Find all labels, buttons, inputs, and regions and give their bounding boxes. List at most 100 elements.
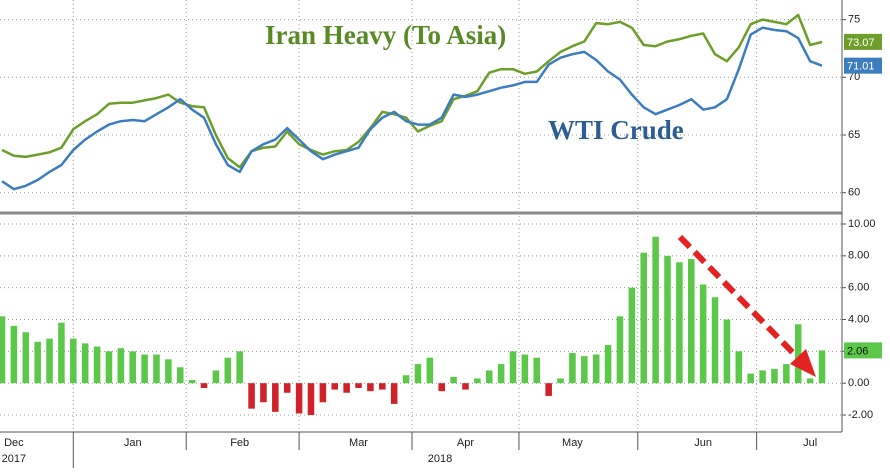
spread-bar bbox=[200, 383, 208, 388]
y-tick-label: 0.00 bbox=[848, 377, 869, 389]
spread-bar bbox=[485, 370, 493, 384]
price-line bbox=[1, 26, 823, 191]
spread-bar bbox=[58, 322, 65, 384]
trend-arrow bbox=[677, 234, 816, 377]
spread-bar bbox=[379, 383, 386, 390]
spread-bar bbox=[307, 383, 315, 416]
spread-bar bbox=[735, 351, 743, 384]
series-annotation: Iran Heavy (To Asia) bbox=[265, 20, 506, 50]
spread-bar bbox=[260, 383, 267, 403]
y-tick-label: 75 bbox=[848, 14, 860, 26]
spread-bar bbox=[46, 338, 53, 384]
spread-bar bbox=[628, 287, 636, 384]
x-tick-label: Dec bbox=[4, 437, 24, 449]
spread-bar bbox=[367, 383, 374, 392]
y-tick-label: 10.00 bbox=[848, 218, 876, 230]
spread-bar bbox=[355, 383, 362, 388]
spread-bar bbox=[414, 364, 422, 384]
x-tick-label: Feb bbox=[230, 437, 249, 449]
spread-bar bbox=[462, 383, 469, 390]
last-value-badge bbox=[844, 33, 882, 50]
spread-bar bbox=[759, 370, 766, 384]
spread-bar bbox=[664, 255, 671, 384]
y-tick-label: 60 bbox=[848, 187, 860, 199]
spread-bar bbox=[450, 376, 457, 384]
spread-bar bbox=[747, 373, 754, 384]
x-tick-label: Mar bbox=[349, 437, 368, 449]
spread-bar bbox=[188, 380, 196, 384]
price-line bbox=[1, 13, 823, 169]
spread-bar bbox=[426, 357, 434, 384]
spread-bar bbox=[93, 346, 101, 384]
x-tick-label: Apr bbox=[457, 437, 474, 449]
last-value-badge bbox=[844, 342, 882, 359]
spread-bar bbox=[153, 354, 160, 384]
x-tick-label: Jul bbox=[803, 437, 817, 449]
last-value-label: 71.01 bbox=[847, 61, 875, 73]
spread-bar bbox=[521, 354, 529, 384]
spread-bar bbox=[557, 378, 564, 384]
year-label: 2018 bbox=[428, 453, 452, 465]
series-annotation: WTI Crude bbox=[548, 115, 684, 145]
spread-bar bbox=[0, 316, 6, 384]
y-tick-label: 4.00 bbox=[848, 313, 869, 325]
x-tick-label: May bbox=[562, 437, 583, 449]
spread-bar bbox=[723, 319, 731, 384]
x-tick-label: Jan bbox=[124, 437, 142, 449]
spread-bar bbox=[117, 348, 125, 384]
y-tick-label: 6.00 bbox=[848, 282, 869, 294]
marks bbox=[0, 13, 826, 416]
spread-bar bbox=[652, 236, 659, 384]
spread-bar bbox=[272, 383, 279, 412]
spread-bar bbox=[141, 354, 148, 384]
spread-bar bbox=[533, 357, 541, 384]
spread-bar bbox=[22, 332, 30, 384]
spread-bar bbox=[545, 383, 552, 396]
spread-bar bbox=[81, 343, 89, 384]
spread-bar bbox=[497, 364, 505, 384]
spread-bar bbox=[70, 338, 77, 384]
spread-bar bbox=[711, 297, 719, 384]
spread-bar bbox=[105, 351, 113, 384]
spread-bar bbox=[331, 383, 339, 390]
labels: 60 65 70 75 73.07 Iran Heavy (To Asia) 71.01 WT… bbox=[2, 14, 882, 465]
spread-bar bbox=[676, 262, 683, 384]
year-label: 2017 bbox=[2, 453, 26, 465]
spread-bar bbox=[688, 259, 695, 384]
last-value-label: 2.06 bbox=[847, 345, 868, 357]
spread-bar bbox=[616, 316, 624, 384]
spread-bar bbox=[34, 341, 41, 384]
spread-bar bbox=[783, 364, 790, 384]
spread-bar bbox=[176, 367, 184, 384]
y-tick-label: 65 bbox=[848, 129, 860, 141]
y-tick-label: 8.00 bbox=[848, 250, 869, 262]
spread-bar bbox=[224, 357, 232, 384]
spread-bar bbox=[474, 378, 481, 384]
spread-bar bbox=[699, 284, 707, 384]
spread-bar bbox=[640, 252, 648, 384]
spread-bar bbox=[319, 383, 327, 403]
spread-bar bbox=[604, 344, 612, 384]
spread-bar bbox=[569, 352, 576, 384]
spread-bar bbox=[212, 370, 220, 384]
spread-bar bbox=[402, 375, 410, 384]
spread-bar bbox=[771, 368, 778, 384]
spread-bar bbox=[283, 383, 291, 393]
last-value-label: 73.07 bbox=[847, 37, 875, 49]
spread-bar bbox=[794, 324, 802, 384]
spread-bar bbox=[165, 359, 172, 384]
spread-bar bbox=[129, 351, 136, 384]
spread-bar bbox=[438, 383, 445, 392]
spread-bar bbox=[10, 325, 18, 384]
grid bbox=[0, 0, 846, 468]
arrow-shaft bbox=[677, 234, 803, 363]
spread-bar bbox=[236, 351, 243, 384]
spread-bar bbox=[509, 351, 517, 384]
y-tick-label: 70 bbox=[848, 71, 860, 83]
last-value-badge bbox=[844, 57, 882, 74]
y-tick-label: -2.00 bbox=[848, 409, 873, 421]
spread-bar bbox=[248, 383, 255, 409]
spread-bar bbox=[390, 383, 398, 404]
